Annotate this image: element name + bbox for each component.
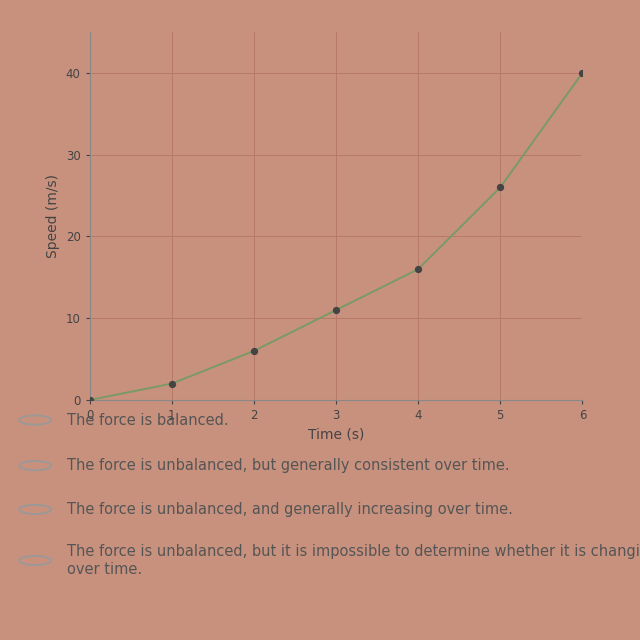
Point xyxy=(577,68,588,78)
Text: The force is unbalanced, and generally increasing over time.: The force is unbalanced, and generally i… xyxy=(67,502,513,517)
Point xyxy=(495,182,506,193)
Point xyxy=(249,346,259,356)
Text: The force is unbalanced, but generally consistent over time.: The force is unbalanced, but generally c… xyxy=(67,458,510,473)
Text: The force is balanced.: The force is balanced. xyxy=(67,413,229,428)
Point xyxy=(413,264,423,275)
Point xyxy=(166,378,177,388)
Text: The force is unbalanced, but it is impossible to determine whether it is changin: The force is unbalanced, but it is impos… xyxy=(67,544,640,577)
Point xyxy=(84,395,95,405)
X-axis label: Time (s): Time (s) xyxy=(308,428,364,442)
Y-axis label: Speed (m/s): Speed (m/s) xyxy=(46,174,60,258)
Point xyxy=(331,305,341,315)
